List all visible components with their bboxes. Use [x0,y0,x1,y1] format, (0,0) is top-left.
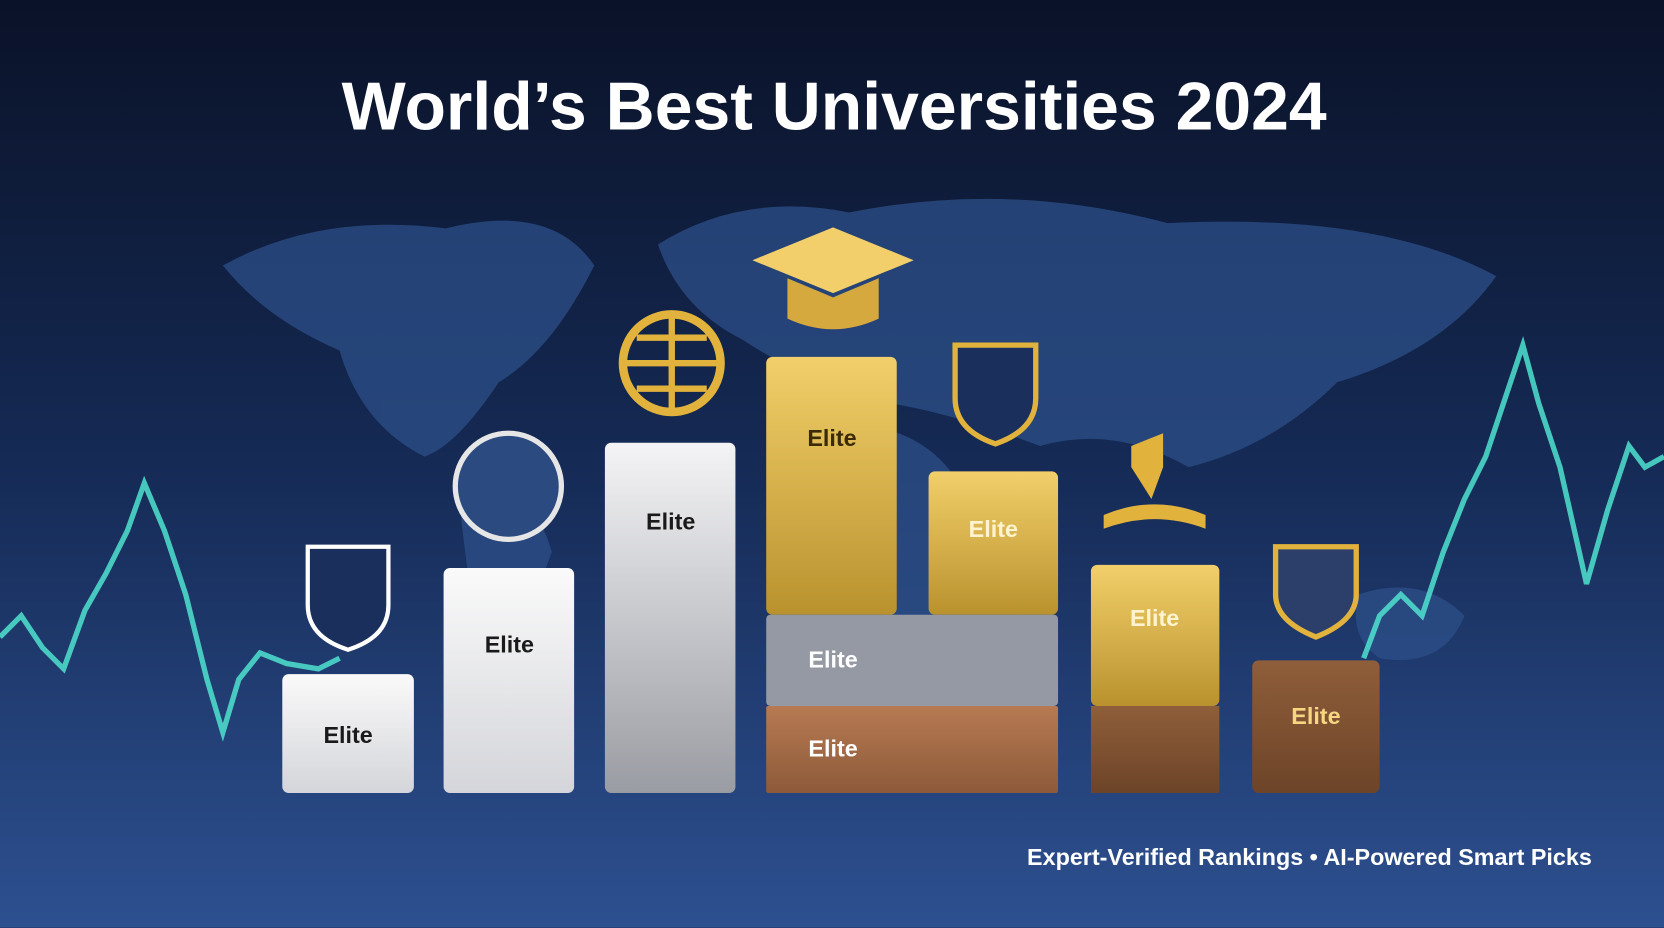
bar [766,705,1059,793]
bar-label: Elite [646,509,695,535]
bar [1252,660,1380,793]
bar [282,674,414,793]
bar-label: Elite [969,516,1018,542]
shield-gold-icon [952,342,1039,447]
globe-icon [452,430,565,542]
bar-label: Elite [1130,605,1179,631]
book-icon [1131,433,1164,500]
shield-icon [305,544,391,652]
bar-label: Elite [485,632,534,658]
bar [443,568,575,793]
globe-lines [622,314,721,412]
cap-icon [752,227,914,294]
bar-label: Elite [807,425,856,451]
bar [1090,705,1220,793]
bar-label: Elite [808,647,857,673]
book-pages [1103,504,1206,529]
bar-label: Elite [1291,703,1340,729]
bar [1090,564,1220,706]
title: World’s Best Universities 2024 [342,70,1327,145]
bar-labels: Elite Elite Elite Elite Elite Elite Elit… [323,425,1340,762]
bars [282,356,1380,793]
bar [928,471,1059,615]
ticker-lines [0,335,1664,742]
cap-base [787,278,879,330]
icons [305,227,1359,652]
bar [766,356,897,615]
bar [604,442,736,793]
bar-label: Elite [323,722,372,748]
bar [766,614,1059,706]
bar-label: Elite [808,736,857,762]
shield-gold-icon [1272,544,1359,640]
tagline: Expert-Verified Rankings • AI-Powered Sm… [1027,844,1592,870]
